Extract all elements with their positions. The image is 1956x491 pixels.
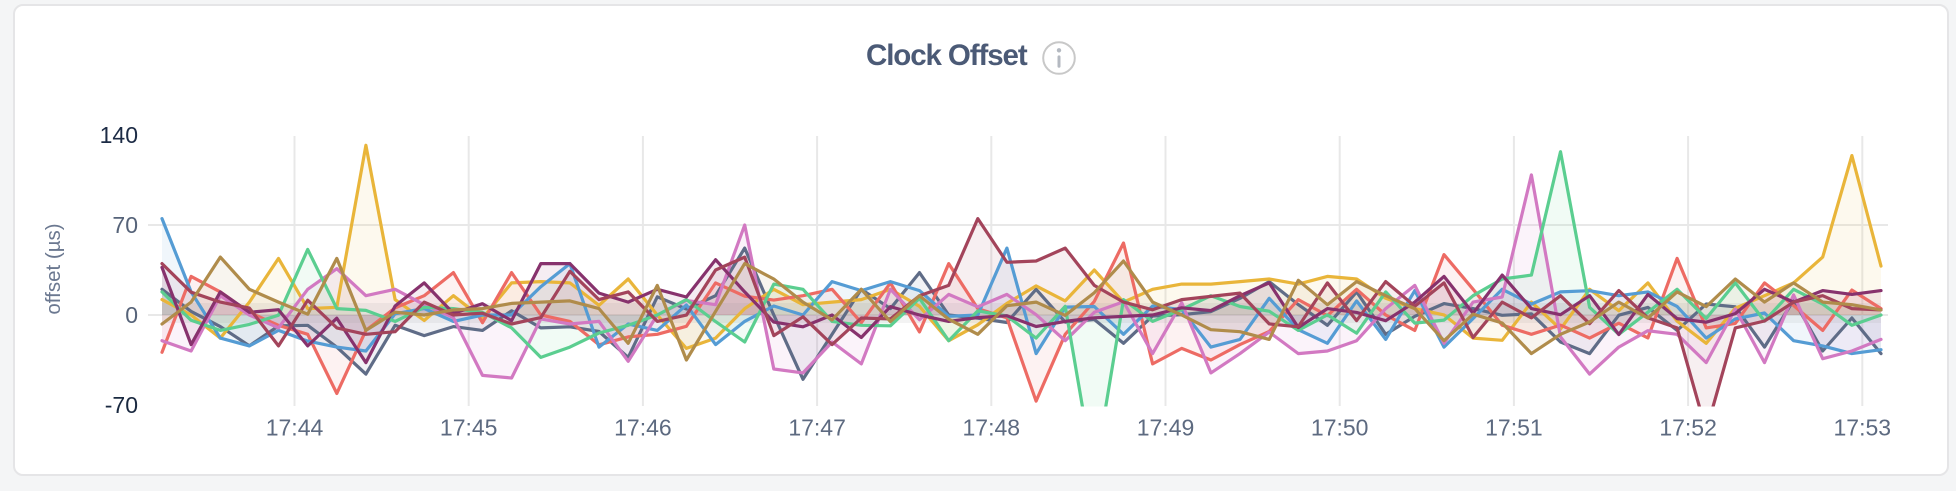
svg-text:17:44: 17:44 <box>266 415 324 441</box>
svg-text:0: 0 <box>125 302 138 328</box>
svg-text:-70: -70 <box>105 392 138 418</box>
svg-text:17:47: 17:47 <box>788 415 846 441</box>
svg-text:140: 140 <box>100 122 138 148</box>
svg-text:17:46: 17:46 <box>614 415 672 441</box>
svg-text:17:50: 17:50 <box>1311 415 1369 441</box>
svg-text:offset (µs): offset (µs) <box>42 223 65 314</box>
svg-text:17:48: 17:48 <box>963 415 1021 441</box>
svg-text:17:45: 17:45 <box>440 415 498 441</box>
svg-text:17:51: 17:51 <box>1485 415 1543 441</box>
svg-text:17:53: 17:53 <box>1834 415 1892 441</box>
svg-text:17:52: 17:52 <box>1659 415 1717 441</box>
svg-text:70: 70 <box>112 212 138 238</box>
svg-text:17:49: 17:49 <box>1137 415 1195 441</box>
